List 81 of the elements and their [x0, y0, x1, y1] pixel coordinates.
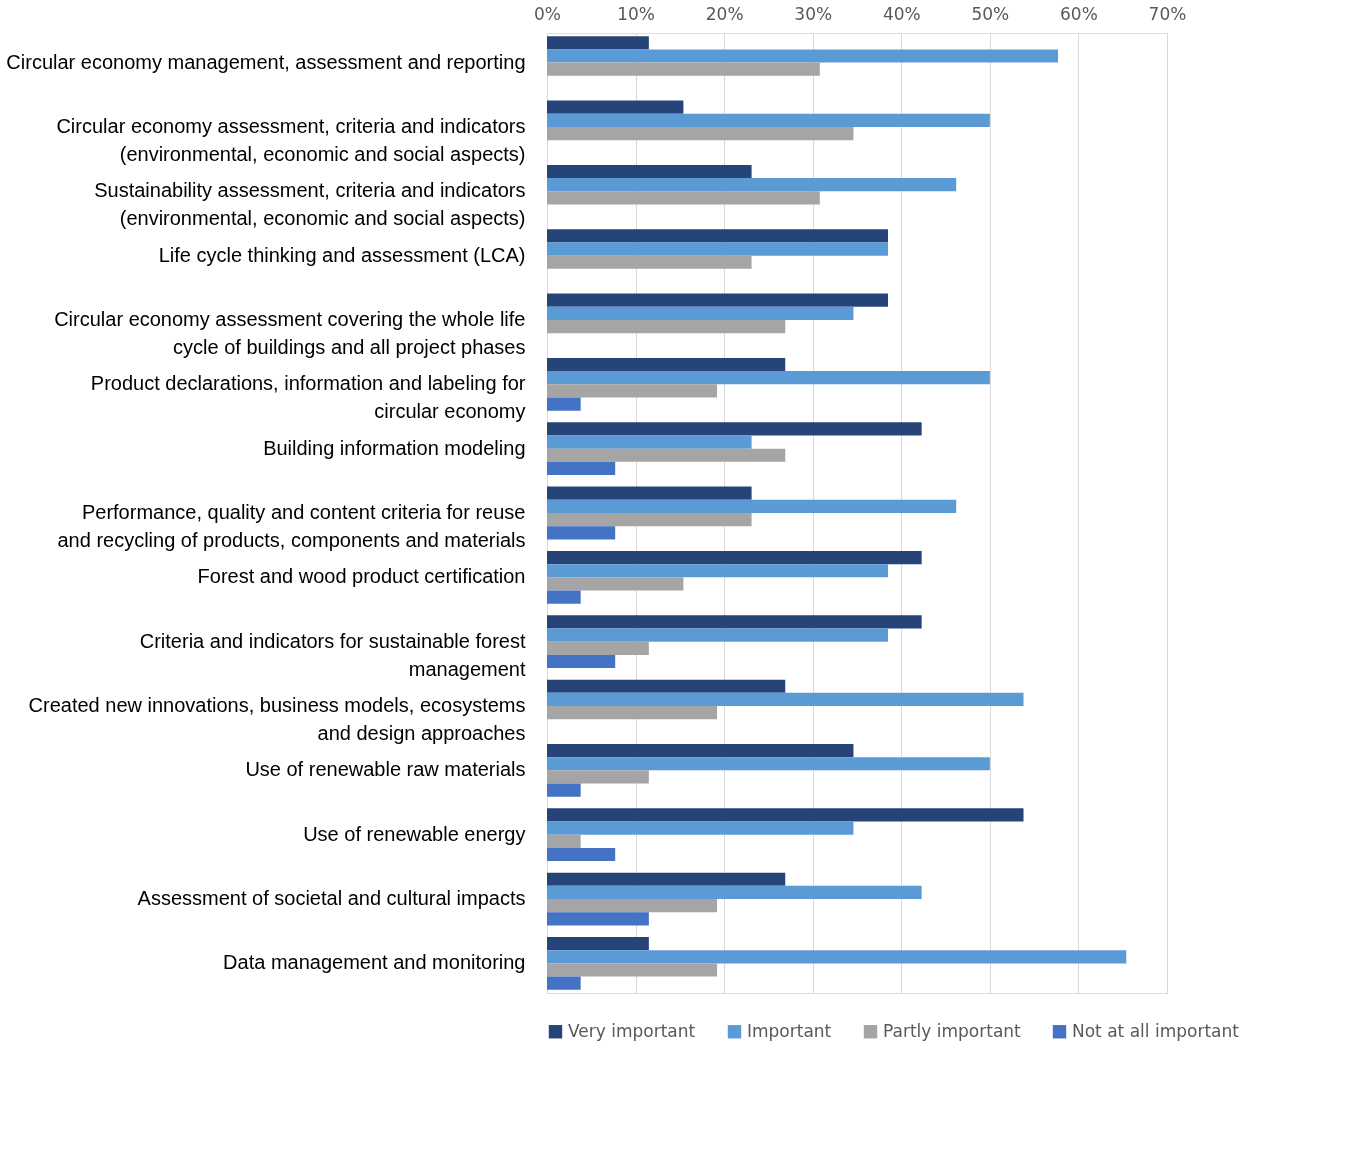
legend-label: Important: [747, 1020, 832, 1041]
bar: [547, 422, 922, 436]
legend-label: Very important: [568, 1020, 696, 1041]
bar: [547, 743, 854, 758]
bar: [547, 808, 1024, 822]
bar: [547, 461, 616, 476]
bar: [547, 49, 1059, 63]
bar: [547, 113, 990, 127]
bar: [547, 242, 888, 256]
bar: [547, 100, 684, 114]
y-tick-label: Use of renewable raw materials: [245, 758, 526, 781]
bar: [547, 834, 581, 848]
bar: [547, 499, 957, 513]
bar: [547, 679, 786, 693]
y-tick-label: Performance, quality and content criteria for reuse and recycling of products, components and materials: [57, 501, 526, 551]
y-tick-label: Sustainability assessment, criteria and indicators (environmental, economic and social aspects): [94, 179, 526, 230]
bar: [547, 319, 786, 334]
bar: [547, 770, 649, 784]
bar: [547, 937, 649, 951]
y-tick-label: Use of renewable energy: [303, 822, 526, 845]
bar: [547, 963, 718, 977]
bar: [547, 513, 752, 527]
legend-label: Not at all important: [1072, 1020, 1240, 1041]
x-tick-label: 70%: [1148, 3, 1187, 24]
y-tick-label: Data management and monitoring: [223, 951, 526, 974]
bar: [547, 397, 581, 411]
bar: [547, 448, 786, 462]
y-tick-label: Circular economy assessment covering the whole life cycle of buildings and all project phases: [54, 307, 526, 358]
bar: [547, 550, 922, 565]
bar: [547, 757, 990, 771]
bar: [547, 164, 752, 179]
bar: [547, 912, 649, 926]
x-tick-label: 20%: [705, 3, 744, 24]
x-tick-label: 60%: [1060, 3, 1098, 24]
y-tick-label: Circular economy assessment, criteria and indicators (environmental, economic and social aspects): [56, 114, 526, 165]
bar: [547, 486, 752, 500]
bar: [547, 229, 888, 243]
y-tick-label: Circular economy management, assessment and reporting: [6, 50, 526, 73]
x-tick-label: 10%: [617, 3, 655, 24]
bar: [547, 293, 888, 307]
bar: [547, 847, 616, 862]
bar: [547, 577, 684, 591]
y-tick-label: Product declarations, information and labeling for circular economy: [90, 372, 526, 423]
bar: [547, 628, 888, 642]
legend-label: Partly important: [883, 1020, 1022, 1041]
bar: [547, 872, 786, 886]
bar: [547, 191, 820, 205]
bar: [547, 899, 718, 913]
bar: [547, 526, 616, 540]
bar: [547, 783, 581, 797]
bar: [547, 255, 752, 269]
bar: [547, 306, 854, 320]
x-tick-label: 50%: [971, 3, 1010, 24]
bar: [547, 126, 854, 141]
bar: [547, 62, 820, 76]
y-tick-label: Life cycle thinking and assessment (LCA): [158, 243, 526, 266]
bar: [547, 641, 649, 655]
bar: [547, 692, 1024, 707]
bar: [547, 435, 752, 449]
bar: [547, 36, 649, 50]
bar: [547, 950, 1127, 964]
x-tick-label: 0%: [534, 3, 561, 24]
bar: [547, 821, 854, 835]
y-tick-label: Forest and wood product certification: [197, 565, 526, 588]
bar: [547, 706, 718, 720]
bar: [547, 384, 718, 398]
bar: [547, 654, 616, 669]
bar: [547, 976, 581, 990]
bar: [547, 357, 786, 372]
bar: [547, 885, 922, 900]
bar: [547, 371, 990, 385]
bar: [547, 178, 957, 192]
y-tick-label: Created new innovations, business models, ecosystems and design approaches: [28, 694, 526, 745]
x-tick-label: 30%: [794, 3, 833, 24]
y-tick-label: Building information modeling: [263, 436, 526, 459]
y-tick-label: Criteria and indicators for sustainable forest management: [139, 629, 526, 680]
bar: [547, 590, 581, 604]
bar: [547, 615, 922, 629]
x-tick-label: 40%: [882, 3, 921, 24]
y-tick-label: Assessment of societal and cultural impacts: [137, 887, 526, 910]
bar: [547, 564, 888, 578]
